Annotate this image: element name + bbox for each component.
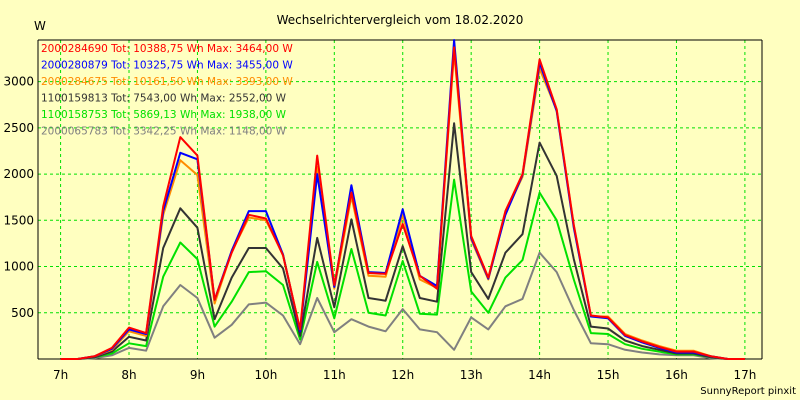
- legend-entry-4: 1100159813 Tot: 7543,00 Wh Max: 2552,00 …: [41, 93, 287, 105]
- axis-layer: [37, 39, 763, 360]
- y-tick-label: 500: [11, 306, 34, 320]
- y-axis-unit-label: W: [34, 19, 46, 33]
- legend-entry-3: 2000284675 Tot: 10161,50 Wh Max: 3393,00…: [41, 76, 293, 88]
- x-tick-label: 15h: [597, 368, 620, 382]
- series-layer: [60, 39, 745, 360]
- x-tick-label: 11h: [323, 368, 346, 382]
- x-tick-label: 12h: [391, 368, 414, 382]
- y-tick-label: 1000: [3, 260, 34, 274]
- x-tick-label: 9h: [190, 368, 205, 382]
- x-tick-label: 13h: [460, 368, 483, 382]
- legend-entry-5: 1100158753 Tot: 5869,13 Wh Max: 1938,00 …: [41, 109, 287, 121]
- y-tick-label: 2000: [3, 167, 34, 181]
- chart-title: Wechselrichtervergleich vom 18.02.2020: [277, 13, 524, 27]
- legend-entry-1: 2000284690 Tot: 10388,75 Wh Max: 3464,00…: [41, 43, 293, 55]
- x-tick-label: 7h: [53, 368, 68, 382]
- x-tick-label: 14h: [528, 368, 551, 382]
- y-tick-label: 2500: [3, 121, 34, 135]
- x-tick-label: 17h: [733, 368, 756, 382]
- y-tick-label: 3000: [3, 75, 34, 89]
- tick-labels: 7h 8h 9h 10h 11h 12h 13h 14h 15h 16h 17h 500 1000 150…: [3, 75, 756, 382]
- legend-entry-2: 2000280879 Tot: 10325,75 Wh Max: 3455,00…: [41, 60, 293, 72]
- y-tick-label: 1500: [3, 213, 34, 227]
- series-line-5: [60, 178, 745, 360]
- series-line-6: [60, 251, 745, 360]
- x-tick-label: 16h: [665, 368, 688, 382]
- series-line-1: [60, 46, 745, 360]
- legend: 2000284690 Tot: 10388,75 Wh Max: 3464,00…: [41, 43, 293, 138]
- legend-entry-6: 2000065783 Tot: 3342,25 Wh Max: 1148,00 …: [41, 126, 287, 138]
- x-tick-label: 8h: [121, 368, 136, 382]
- series-line-4: [60, 122, 745, 360]
- footer-label: SunnyReport pinxit: [700, 386, 796, 397]
- x-tick-label: 10h: [254, 368, 277, 382]
